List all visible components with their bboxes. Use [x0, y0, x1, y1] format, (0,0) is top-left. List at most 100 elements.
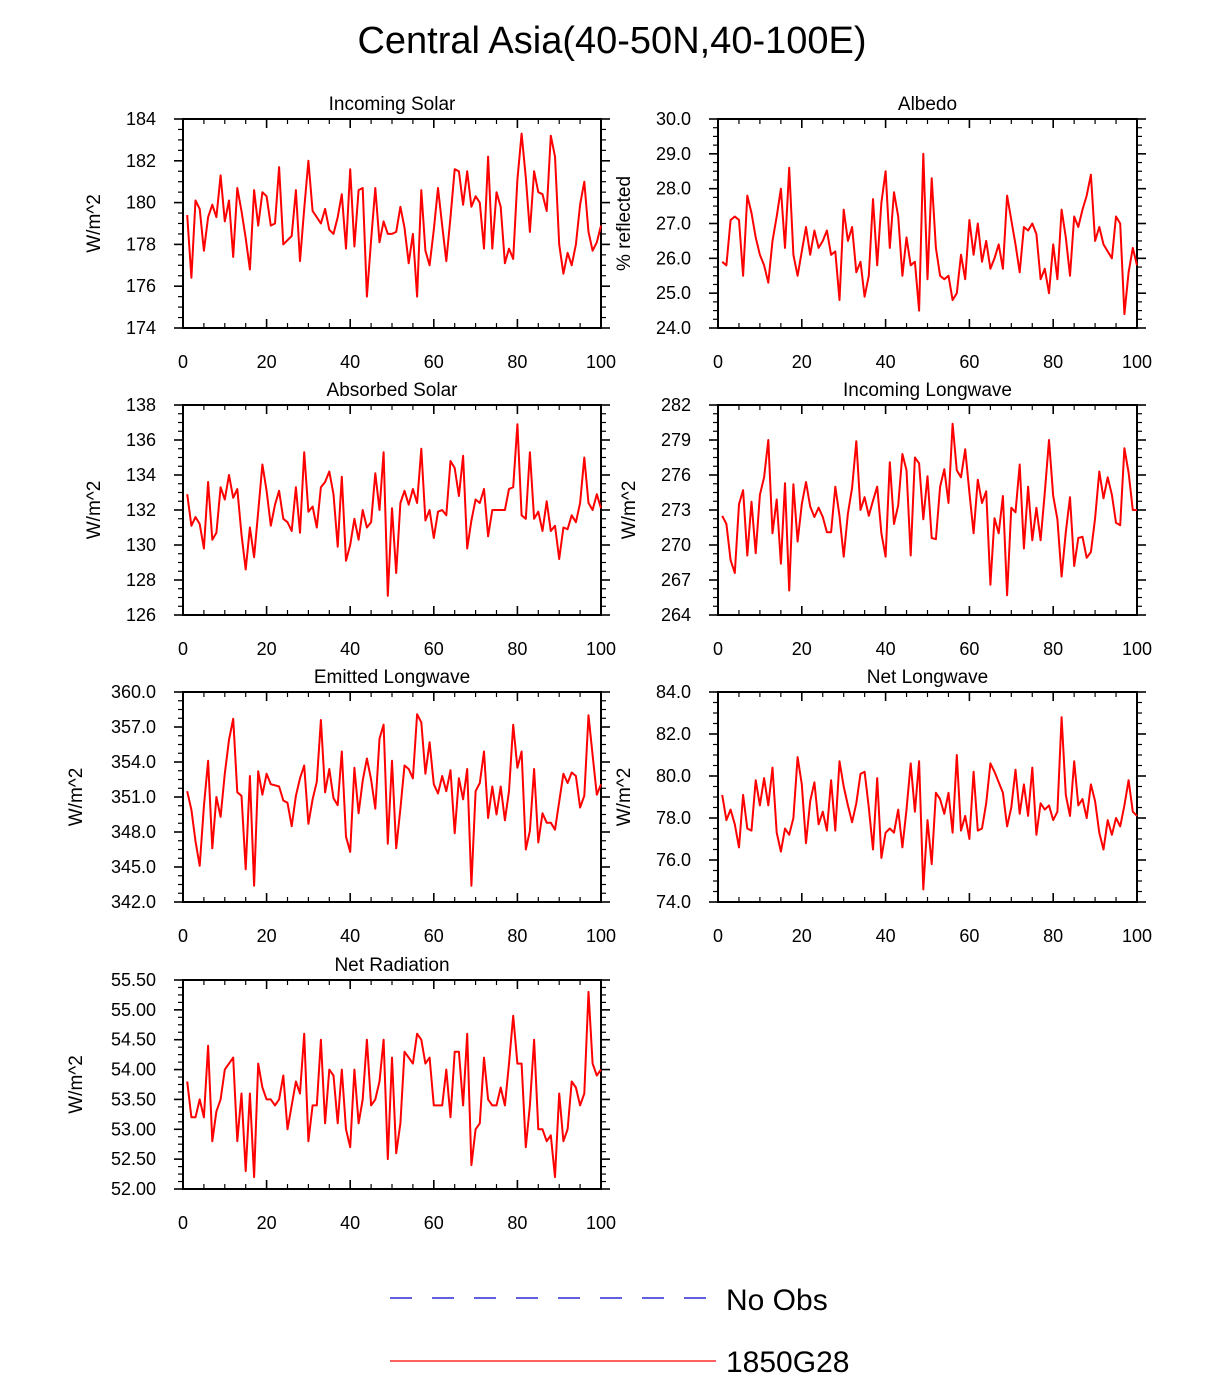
y-tick-label: 30.0 — [656, 109, 691, 129]
y-tick-label: 136 — [126, 430, 156, 450]
y-tick-label: 267 — [661, 570, 691, 590]
x-tick-label: 20 — [792, 639, 812, 659]
x-tick-label: 0 — [713, 639, 723, 659]
x-tick-label: 100 — [586, 639, 616, 659]
panel-title: Albedo — [898, 94, 957, 115]
y-axis-label: W/m^2 — [619, 481, 640, 540]
legend: No Obs 1850G28 — [390, 1284, 849, 1374]
x-tick-label: 60 — [959, 926, 979, 946]
y-tick-label: 84.0 — [656, 682, 691, 702]
panel-title: Emitted Longwave — [314, 667, 470, 688]
x-tick-label: 40 — [340, 926, 360, 946]
x-tick-label: 100 — [1122, 352, 1152, 372]
x-tick-label: 40 — [340, 352, 360, 372]
panel-title: Absorbed Solar — [327, 380, 459, 401]
x-tick-label: 60 — [959, 639, 979, 659]
y-tick-label: 29.0 — [656, 144, 691, 164]
legend-label: No Obs — [726, 1284, 828, 1317]
y-tick-label: 132 — [126, 500, 156, 520]
x-tick-label: 20 — [792, 926, 812, 946]
y-tick-label: 76.0 — [656, 850, 691, 870]
y-tick-label: 176 — [126, 276, 156, 296]
x-tick-label: 40 — [876, 639, 896, 659]
x-tick-label: 0 — [713, 352, 723, 372]
y-axis-label: W/m^2 — [84, 481, 105, 540]
y-axis-label: W/m^2 — [66, 1055, 87, 1114]
y-tick-label: 80.0 — [656, 766, 691, 786]
y-tick-label: 82.0 — [656, 724, 691, 744]
panel-incoming-solar: Incoming Solar W/m^2 0 20 40 60 80 100 174 176 178… — [84, 94, 616, 372]
panel-net-radiation: Net Radiation W/m^2 0 20 40 60 80 100 52.00 52.50… — [66, 955, 616, 1233]
x-tick-label: 40 — [340, 639, 360, 659]
x-tick-label: 40 — [876, 352, 896, 372]
y-tick-label: 174 — [126, 318, 156, 338]
page-title: Central Asia(40-50N,40-100E) — [357, 20, 867, 62]
y-tick-label: 25.0 — [656, 283, 691, 303]
y-tick-label: 184 — [126, 109, 156, 129]
x-tick-label: 0 — [178, 352, 188, 372]
series-line — [186, 132, 602, 298]
series-line — [721, 152, 1138, 316]
x-tick-label: 40 — [340, 1213, 360, 1233]
panel-incoming-longwave: Incoming Longwave W/m^2 0 20 40 60 80 100 264 267… — [619, 380, 1152, 659]
legend-label: 1850G28 — [726, 1346, 849, 1374]
x-tick-label: 80 — [1043, 926, 1063, 946]
y-tick-label: 282 — [661, 395, 691, 415]
panel-title: Incoming Longwave — [843, 380, 1012, 401]
y-tick-label: 28.0 — [656, 179, 691, 199]
x-tick-label: 80 — [507, 926, 527, 946]
x-tick-label: 80 — [1043, 639, 1063, 659]
x-tick-label: 0 — [178, 639, 188, 659]
x-tick-label: 80 — [1043, 352, 1063, 372]
x-tick-label: 20 — [257, 926, 277, 946]
x-tick-label: 60 — [424, 1213, 444, 1233]
y-tick-label: 270 — [661, 535, 691, 555]
x-tick-label: 60 — [424, 639, 444, 659]
y-tick-label: 351.0 — [111, 787, 156, 807]
plot-frame — [717, 404, 1138, 616]
y-tick-label: 55.50 — [111, 970, 156, 990]
series-line — [186, 990, 602, 1179]
x-tick-label: 20 — [257, 352, 277, 372]
series-line — [186, 713, 602, 887]
x-tick-label: 0 — [178, 1213, 188, 1233]
x-tick-label: 60 — [959, 352, 979, 372]
y-tick-label: 54.50 — [111, 1030, 156, 1050]
y-axis-label: W/m^2 — [614, 768, 635, 827]
x-tick-label: 100 — [1122, 926, 1152, 946]
panel-title: Net Longwave — [867, 667, 988, 688]
x-tick-label: 60 — [424, 352, 444, 372]
y-tick-label: 26.0 — [656, 248, 691, 268]
y-tick-label: 180 — [126, 193, 156, 213]
y-tick-label: 182 — [126, 151, 156, 171]
y-tick-label: 357.0 — [111, 717, 156, 737]
y-axis-label: W/m^2 — [66, 768, 87, 827]
y-tick-label: 126 — [126, 605, 156, 625]
y-tick-label: 78.0 — [656, 808, 691, 828]
plot-frame — [717, 691, 1138, 903]
x-tick-label: 60 — [424, 926, 444, 946]
panel-net-longwave: Net Longwave W/m^2 0 20 40 60 80 100 74.0 76.0 78.… — [614, 667, 1152, 946]
y-tick-label: 360.0 — [111, 682, 156, 702]
y-tick-label: 134 — [126, 465, 156, 485]
y-tick-label: 342.0 — [111, 892, 156, 912]
x-tick-label: 20 — [257, 639, 277, 659]
y-tick-label: 348.0 — [111, 822, 156, 842]
x-tick-label: 100 — [586, 926, 616, 946]
y-tick-label: 279 — [661, 430, 691, 450]
y-tick-label: 52.00 — [111, 1179, 156, 1199]
y-tick-label: 55.00 — [111, 1000, 156, 1020]
plot-frame — [182, 118, 602, 329]
x-tick-label: 100 — [586, 1213, 616, 1233]
y-tick-label: 53.00 — [111, 1119, 156, 1139]
y-tick-label: 273 — [661, 500, 691, 520]
x-tick-label: 0 — [713, 926, 723, 946]
y-axis-label: W/m^2 — [84, 194, 105, 253]
y-tick-label: 53.50 — [111, 1089, 156, 1109]
y-tick-label: 74.0 — [656, 892, 691, 912]
series-line — [186, 423, 602, 597]
x-tick-label: 80 — [507, 352, 527, 372]
x-tick-label: 0 — [178, 926, 188, 946]
y-tick-label: 24.0 — [656, 318, 691, 338]
